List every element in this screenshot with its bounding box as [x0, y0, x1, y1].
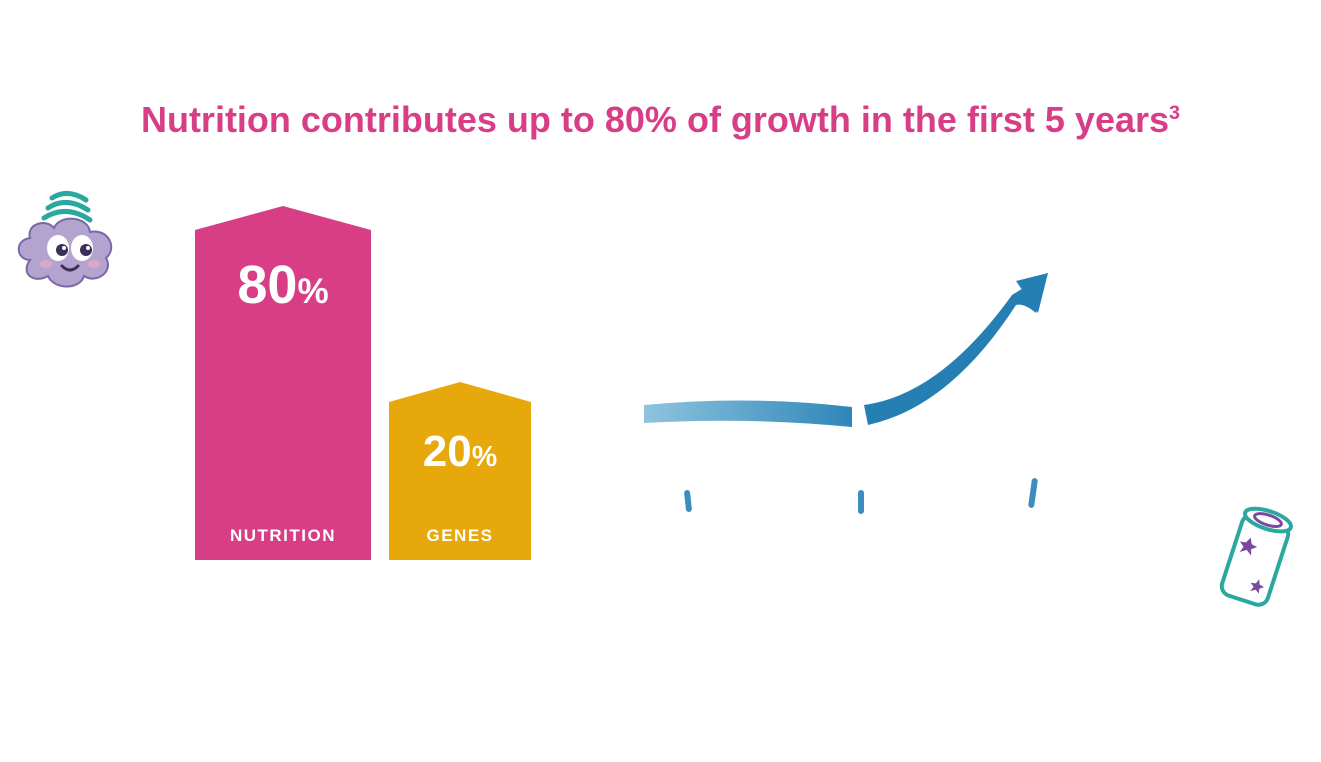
tick-mark-icon [1028, 478, 1038, 509]
bar-nutrition-peak [195, 206, 371, 230]
growth-curve-arrow-icon [640, 255, 1060, 455]
bar-genes: 20% GENES [389, 402, 531, 560]
bar-nutrition: 80% NUTRITION [195, 230, 371, 560]
product-can-icon [1215, 500, 1295, 620]
tick-mark-icon [684, 490, 692, 513]
headline-text: Nutrition contributes up to 80% of growt… [141, 99, 1169, 140]
bar-genes-body: 20% GENES [389, 402, 531, 560]
page-headline: Nutrition contributes up to 80% of growt… [80, 100, 1241, 140]
cloud-character-icon [10, 190, 130, 300]
bar-genes-value: 20% [423, 430, 497, 474]
percent-sign: % [472, 441, 497, 473]
tick-mark-icon [858, 490, 864, 514]
bar-genes-value-num: 20 [423, 427, 472, 476]
bar-nutrition-value: 80% [237, 258, 328, 312]
bar-nutrition-label: NUTRITION [195, 526, 371, 546]
contribution-bar-chart: 80% NUTRITION 20% GENES [195, 210, 535, 560]
bar-genes-label: GENES [389, 526, 531, 546]
bar-genes-peak [389, 382, 531, 402]
bar-nutrition-body: 80% NUTRITION [195, 230, 371, 560]
percent-sign: % [297, 272, 328, 311]
headline-citation: 3 [1169, 102, 1180, 124]
bar-nutrition-value-num: 80 [237, 255, 297, 315]
